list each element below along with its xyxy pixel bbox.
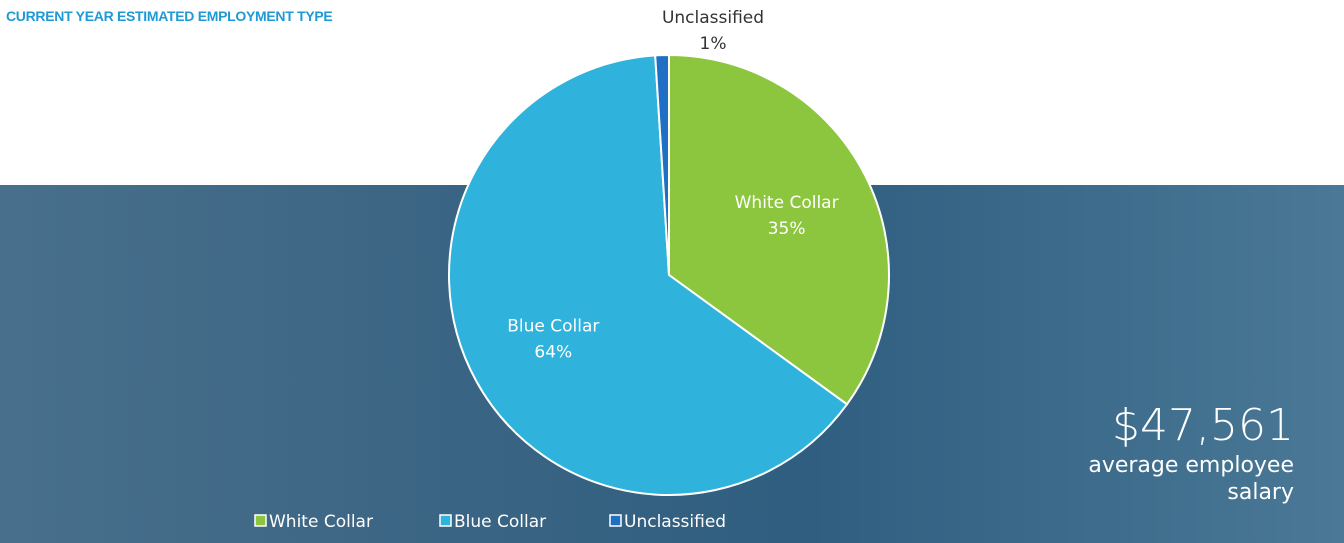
slice-label: Blue Collar [507,317,599,337]
pie-slice [668,53,890,406]
callout: $47,561 average employee salary [994,400,1294,506]
slice-label: Unclassified [662,8,764,28]
legend-swatch [439,514,452,527]
pie-slice [654,53,670,276]
legend-swatch [254,514,267,527]
slice-value-label: 1% [700,34,727,54]
legend-label: Blue Collar [454,512,546,532]
callout-value: $47,561 [1112,400,1294,451]
slice-value-label: 64% [534,343,572,363]
legend-swatch [609,514,622,527]
legend-label: White Collar [269,512,373,532]
callout-caption: average employee salary [1088,453,1294,505]
legend-label: Unclassified [624,512,726,532]
pie-slice [448,54,849,496]
slice-label: White Collar [735,193,839,213]
slice-value-label: 35% [768,219,806,239]
chart-title: CURRENT YEAR ESTIMATED EMPLOYMENT TYPE [6,8,333,24]
